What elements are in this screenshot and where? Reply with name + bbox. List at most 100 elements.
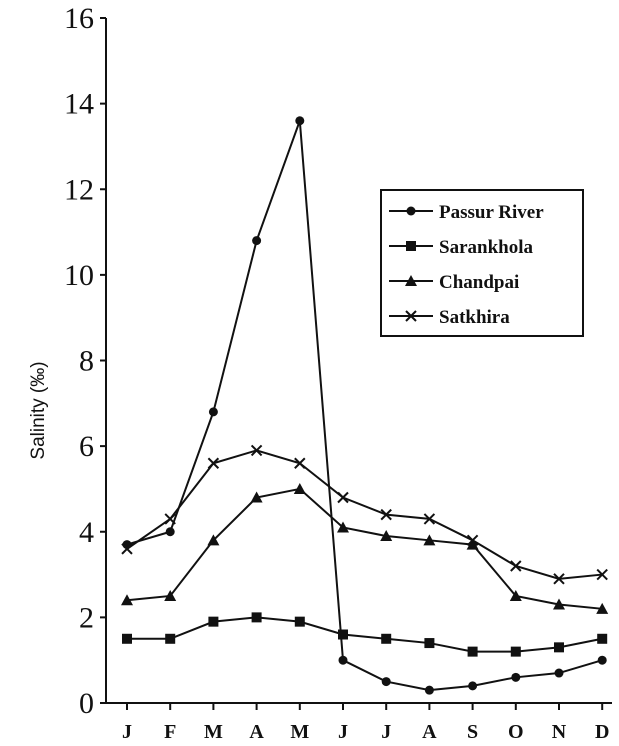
x-marker-stroke: [121, 543, 133, 555]
data-point-passur-river: [381, 677, 391, 687]
x-tick-label: F: [164, 721, 176, 743]
data-point-sarankhola: [165, 633, 176, 644]
x-tick-label: J: [338, 721, 348, 743]
data-point-sarankhola: [424, 638, 435, 649]
y-tick-label: 4: [79, 516, 94, 549]
data-point-satkhira: [596, 568, 608, 581]
data-point-passur-river: [208, 407, 218, 417]
x-tick-label: N: [552, 721, 567, 743]
data-point-sarankhola: [597, 633, 608, 644]
x-marker-stroke: [553, 573, 565, 585]
data-point-passur-river: [554, 668, 564, 678]
legend-marker: [405, 310, 417, 322]
series-line-sarankhola: [127, 616, 603, 653]
x-marker-stroke: [466, 534, 479, 547]
legend: Passur River Sarankhola Chandpai Satkhira: [380, 189, 584, 337]
x-marker-stroke: [207, 457, 220, 469]
legend-item-satkhira: Satkhira: [389, 307, 510, 328]
x-marker-stroke: [423, 513, 436, 525]
x-marker-stroke: [250, 444, 263, 457]
series-group: [121, 116, 609, 695]
data-point-chandpai: [121, 594, 133, 606]
legend-marker: [406, 206, 416, 216]
legend-item-sarankhola: Sarankhola: [389, 237, 533, 258]
x-tick-label: O: [508, 721, 524, 743]
y-tick-label: 10: [64, 259, 94, 292]
legend-label: Passur River: [439, 202, 544, 223]
x-marker-stroke: [380, 508, 392, 521]
series-passur-river: [122, 116, 607, 695]
data-point-passur-river: [165, 527, 175, 537]
data-point-passur-river: [424, 685, 434, 695]
data-point-chandpai: [337, 521, 349, 533]
series-line-passur-river: [126, 120, 603, 692]
x-marker-stroke: [510, 560, 522, 572]
x-tick-label: J: [381, 721, 391, 743]
data-point-sarankhola: [294, 616, 305, 627]
data-point-satkhira: [553, 573, 565, 585]
legend-marker: [405, 275, 417, 286]
y-axis-label: Salinity (‰): [28, 361, 49, 459]
data-point-sarankhola: [467, 646, 478, 657]
data-point-satkhira: [466, 534, 479, 547]
data-point-sarankhola: [381, 633, 392, 644]
data-point-satkhira: [423, 513, 436, 525]
y-tick-label: 6: [79, 430, 94, 463]
x-tick-label: M: [290, 721, 309, 743]
series-chandpai: [121, 482, 609, 614]
legend-label: Sarankhola: [439, 237, 533, 258]
series-sarankhola: [122, 612, 608, 657]
data-point-satkhira: [164, 513, 176, 525]
data-point-passur-river: [511, 672, 521, 682]
data-point-satkhira: [337, 491, 349, 504]
data-point-chandpai: [553, 598, 565, 610]
y-tick-label: 12: [64, 173, 94, 206]
data-point-passur-river: [338, 655, 348, 665]
y-tick-label: 14: [64, 88, 94, 121]
y-tick-label: 8: [79, 345, 94, 378]
legend-item-chandpai: Chandpai: [389, 272, 519, 293]
x-marker-stroke: [596, 568, 608, 581]
data-point-chandpai: [250, 491, 263, 503]
data-point-satkhira: [250, 444, 263, 457]
data-point-sarankhola: [208, 616, 219, 627]
x-tick-label: S: [467, 721, 478, 743]
data-point-chandpai: [207, 534, 220, 546]
legend-label: Chandpai: [439, 272, 519, 293]
data-point-sarankhola: [338, 629, 348, 640]
data-point-sarankhola: [251, 612, 262, 623]
x-tick-label: M: [204, 721, 223, 743]
data-point-chandpai: [466, 538, 479, 550]
data-point-sarankhola: [510, 646, 521, 657]
x-marker-stroke: [294, 457, 306, 469]
y-tick-label: 0: [79, 687, 94, 720]
x-tick-label: J: [122, 721, 132, 743]
y-tick-label: 2: [79, 601, 94, 634]
data-point-sarankhola: [554, 642, 564, 653]
legend-label: Satkhira: [439, 307, 510, 328]
data-point-satkhira: [380, 508, 392, 521]
x-marker-stroke: [405, 310, 417, 322]
legend-item-passur-river: Passur River: [389, 202, 544, 223]
series-satkhira: [121, 444, 608, 585]
x-marker-stroke: [164, 513, 176, 525]
data-point-chandpai: [509, 589, 522, 601]
data-point-passur-river: [252, 236, 262, 246]
x-tick-label: A: [249, 721, 264, 743]
legend-marker: [406, 241, 416, 251]
data-point-chandpai: [596, 602, 609, 614]
x-tick-label: D: [595, 721, 609, 743]
data-point-chandpai: [423, 534, 436, 546]
data-point-satkhira: [207, 457, 220, 469]
x-marker-stroke: [337, 491, 349, 504]
data-point-passur-river: [295, 116, 305, 126]
data-point-passur-river: [468, 681, 478, 691]
series-line-chandpai: [126, 487, 603, 610]
data-point-passur-river: [597, 655, 607, 665]
series-line-satkhira: [126, 449, 603, 580]
data-point-satkhira: [294, 457, 306, 469]
data-point-chandpai: [293, 482, 306, 494]
data-point-satkhira: [121, 543, 133, 555]
y-tick-label: 16: [64, 2, 94, 35]
